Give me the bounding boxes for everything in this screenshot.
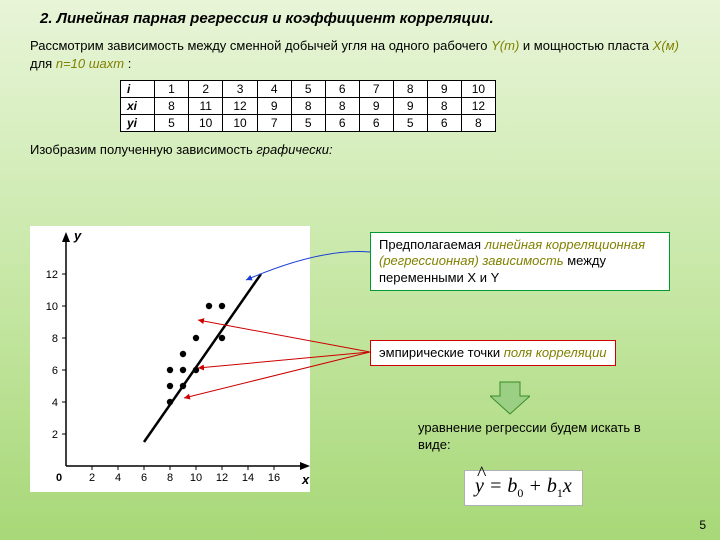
table-cell: 8	[325, 98, 359, 115]
svg-text:12: 12	[216, 472, 228, 484]
table-cell: 8	[155, 98, 189, 115]
table-cell: 6	[427, 115, 461, 132]
table-cell: 9	[257, 98, 291, 115]
table-cell: 4	[257, 81, 291, 98]
table-cell: 3	[223, 81, 257, 98]
table-cell: 2	[189, 81, 223, 98]
table-cell: 8	[461, 115, 495, 132]
svg-text:8: 8	[167, 472, 173, 484]
table-row-xi: xi8111298899812	[121, 98, 496, 115]
table-row-i: i12345678910	[121, 81, 496, 98]
table-row-yi: yi510107566568	[121, 115, 496, 132]
graph-intro: Изобразим полученную зависимость графиче…	[0, 138, 720, 159]
formula-plus: +	[523, 475, 547, 497]
svg-text:2: 2	[52, 429, 58, 441]
svg-text:x: x	[301, 472, 310, 487]
intro-text: и мощностью пласта	[523, 38, 653, 53]
table-cell: 5	[393, 115, 427, 132]
table-cell: 9	[359, 98, 393, 115]
intro-text: для	[30, 56, 56, 71]
row-header: i	[121, 81, 155, 98]
table-cell: 5	[291, 81, 325, 98]
row-header: yi	[121, 115, 155, 132]
formula-b0: b	[507, 475, 517, 497]
page-number: 5	[699, 518, 706, 532]
formula-y: y	[475, 475, 484, 497]
graph-intro-emph: графически:	[256, 142, 332, 157]
table-cell: 7	[257, 115, 291, 132]
formula-b1: b	[547, 475, 557, 497]
section-title: 2. Линейная парная регрессия и коэффицие…	[0, 0, 720, 33]
table-cell: 10	[461, 81, 495, 98]
svg-text:4: 4	[115, 472, 121, 484]
svg-text:10: 10	[190, 472, 202, 484]
y-variable: Y(т)	[491, 38, 519, 53]
svg-text:4: 4	[52, 397, 58, 409]
table-cell: 6	[359, 115, 393, 132]
intro-text: :	[128, 56, 132, 71]
svg-text:8: 8	[52, 333, 58, 345]
svg-text:14: 14	[242, 472, 254, 484]
callout-empirical-points: эмпирические точки поля корреляции	[370, 340, 616, 366]
table-cell: 1	[155, 81, 189, 98]
svg-text:y: y	[73, 228, 82, 243]
svg-text:2: 2	[89, 472, 95, 484]
table-cell: 8	[291, 98, 325, 115]
table-cell: 5	[155, 115, 189, 132]
svg-text:12: 12	[46, 269, 58, 281]
formula-eq: =	[484, 475, 508, 497]
row-header: xi	[121, 98, 155, 115]
table-cell: 6	[325, 81, 359, 98]
table-cell: 7	[359, 81, 393, 98]
callout2-a: эмпирические точки	[379, 345, 504, 360]
svg-text:0: 0	[56, 472, 62, 484]
svg-text:6: 6	[141, 472, 147, 484]
table-cell: 12	[223, 98, 257, 115]
callout-linear-dependence: Предполагаемая линейная корреляционная (…	[370, 232, 670, 291]
svg-text:10: 10	[46, 301, 58, 313]
intro-text: Рассмотрим зависимость между сменной доб…	[30, 38, 491, 53]
table-cell: 11	[189, 98, 223, 115]
table-cell: 10	[189, 115, 223, 132]
table-cell: 10	[223, 115, 257, 132]
n-value: n=10 шахт	[56, 56, 124, 71]
regression-formula: y = b0 + b1x	[464, 470, 583, 506]
arrow-down-icon	[490, 380, 530, 416]
svg-text:6: 6	[52, 365, 58, 377]
table-cell: 8	[393, 81, 427, 98]
graph-intro-text: Изобразим полученную зависимость	[30, 142, 256, 157]
table-cell: 12	[461, 98, 495, 115]
table-cell: 6	[325, 115, 359, 132]
data-table: i12345678910 xi8111298899812 yi510107566…	[120, 80, 496, 132]
equation-intro-text: уравнение регрессии будем искать в виде:	[418, 420, 668, 454]
formula-x: x	[563, 475, 572, 497]
table-cell: 5	[291, 115, 325, 132]
table-cell: 9	[427, 81, 461, 98]
scatter-chart: 2 4 6 8 10 12 14 16 2 4 6 8 10 12 x y 0	[30, 226, 310, 492]
svg-text:16: 16	[268, 472, 280, 484]
table-cell: 8	[427, 98, 461, 115]
callout2-b: поля корреляции	[504, 345, 607, 360]
table-cell: 9	[393, 98, 427, 115]
intro-paragraph: Рассмотрим зависимость между сменной доб…	[0, 33, 720, 78]
callout1-a: Предполагаемая	[379, 237, 485, 252]
x-variable: X(м)	[653, 38, 679, 53]
